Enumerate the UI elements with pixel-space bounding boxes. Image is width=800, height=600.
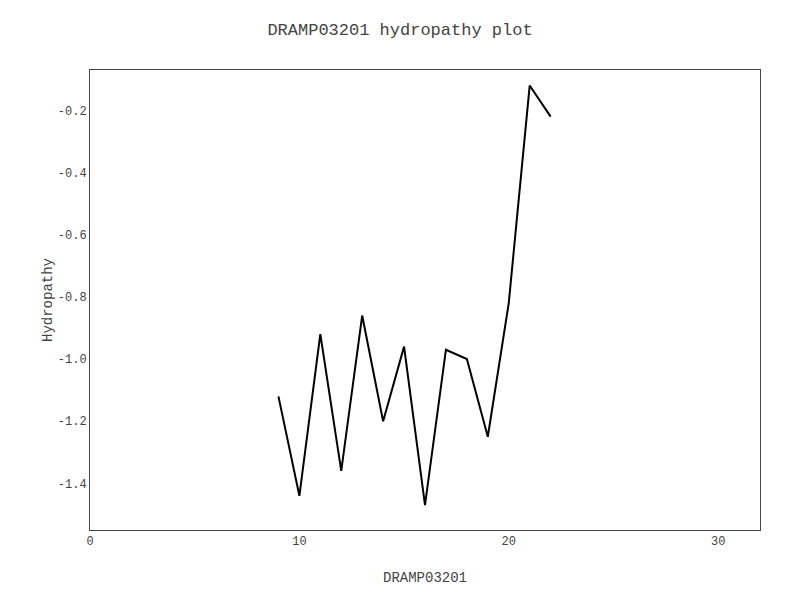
svg-text:Hydropathy: Hydropathy [40, 258, 56, 342]
svg-text:20: 20 [502, 535, 516, 549]
svg-text:0: 0 [86, 535, 93, 549]
svg-text:10: 10 [292, 535, 306, 549]
svg-text:-0.8: -0.8 [58, 291, 87, 305]
svg-text:DRAMP03201 hydropathy plot: DRAMP03201 hydropathy plot [267, 21, 532, 40]
svg-text:-0.4: -0.4 [58, 167, 87, 181]
svg-text:-1.0: -1.0 [58, 353, 87, 367]
svg-text:-1.2: -1.2 [58, 415, 87, 429]
svg-text:-0.2: -0.2 [58, 105, 87, 119]
svg-text:-0.6: -0.6 [58, 229, 87, 243]
svg-text:-1.4: -1.4 [58, 478, 87, 492]
svg-text:30: 30 [711, 535, 725, 549]
svg-text:DRAMP03201: DRAMP03201 [383, 570, 467, 586]
